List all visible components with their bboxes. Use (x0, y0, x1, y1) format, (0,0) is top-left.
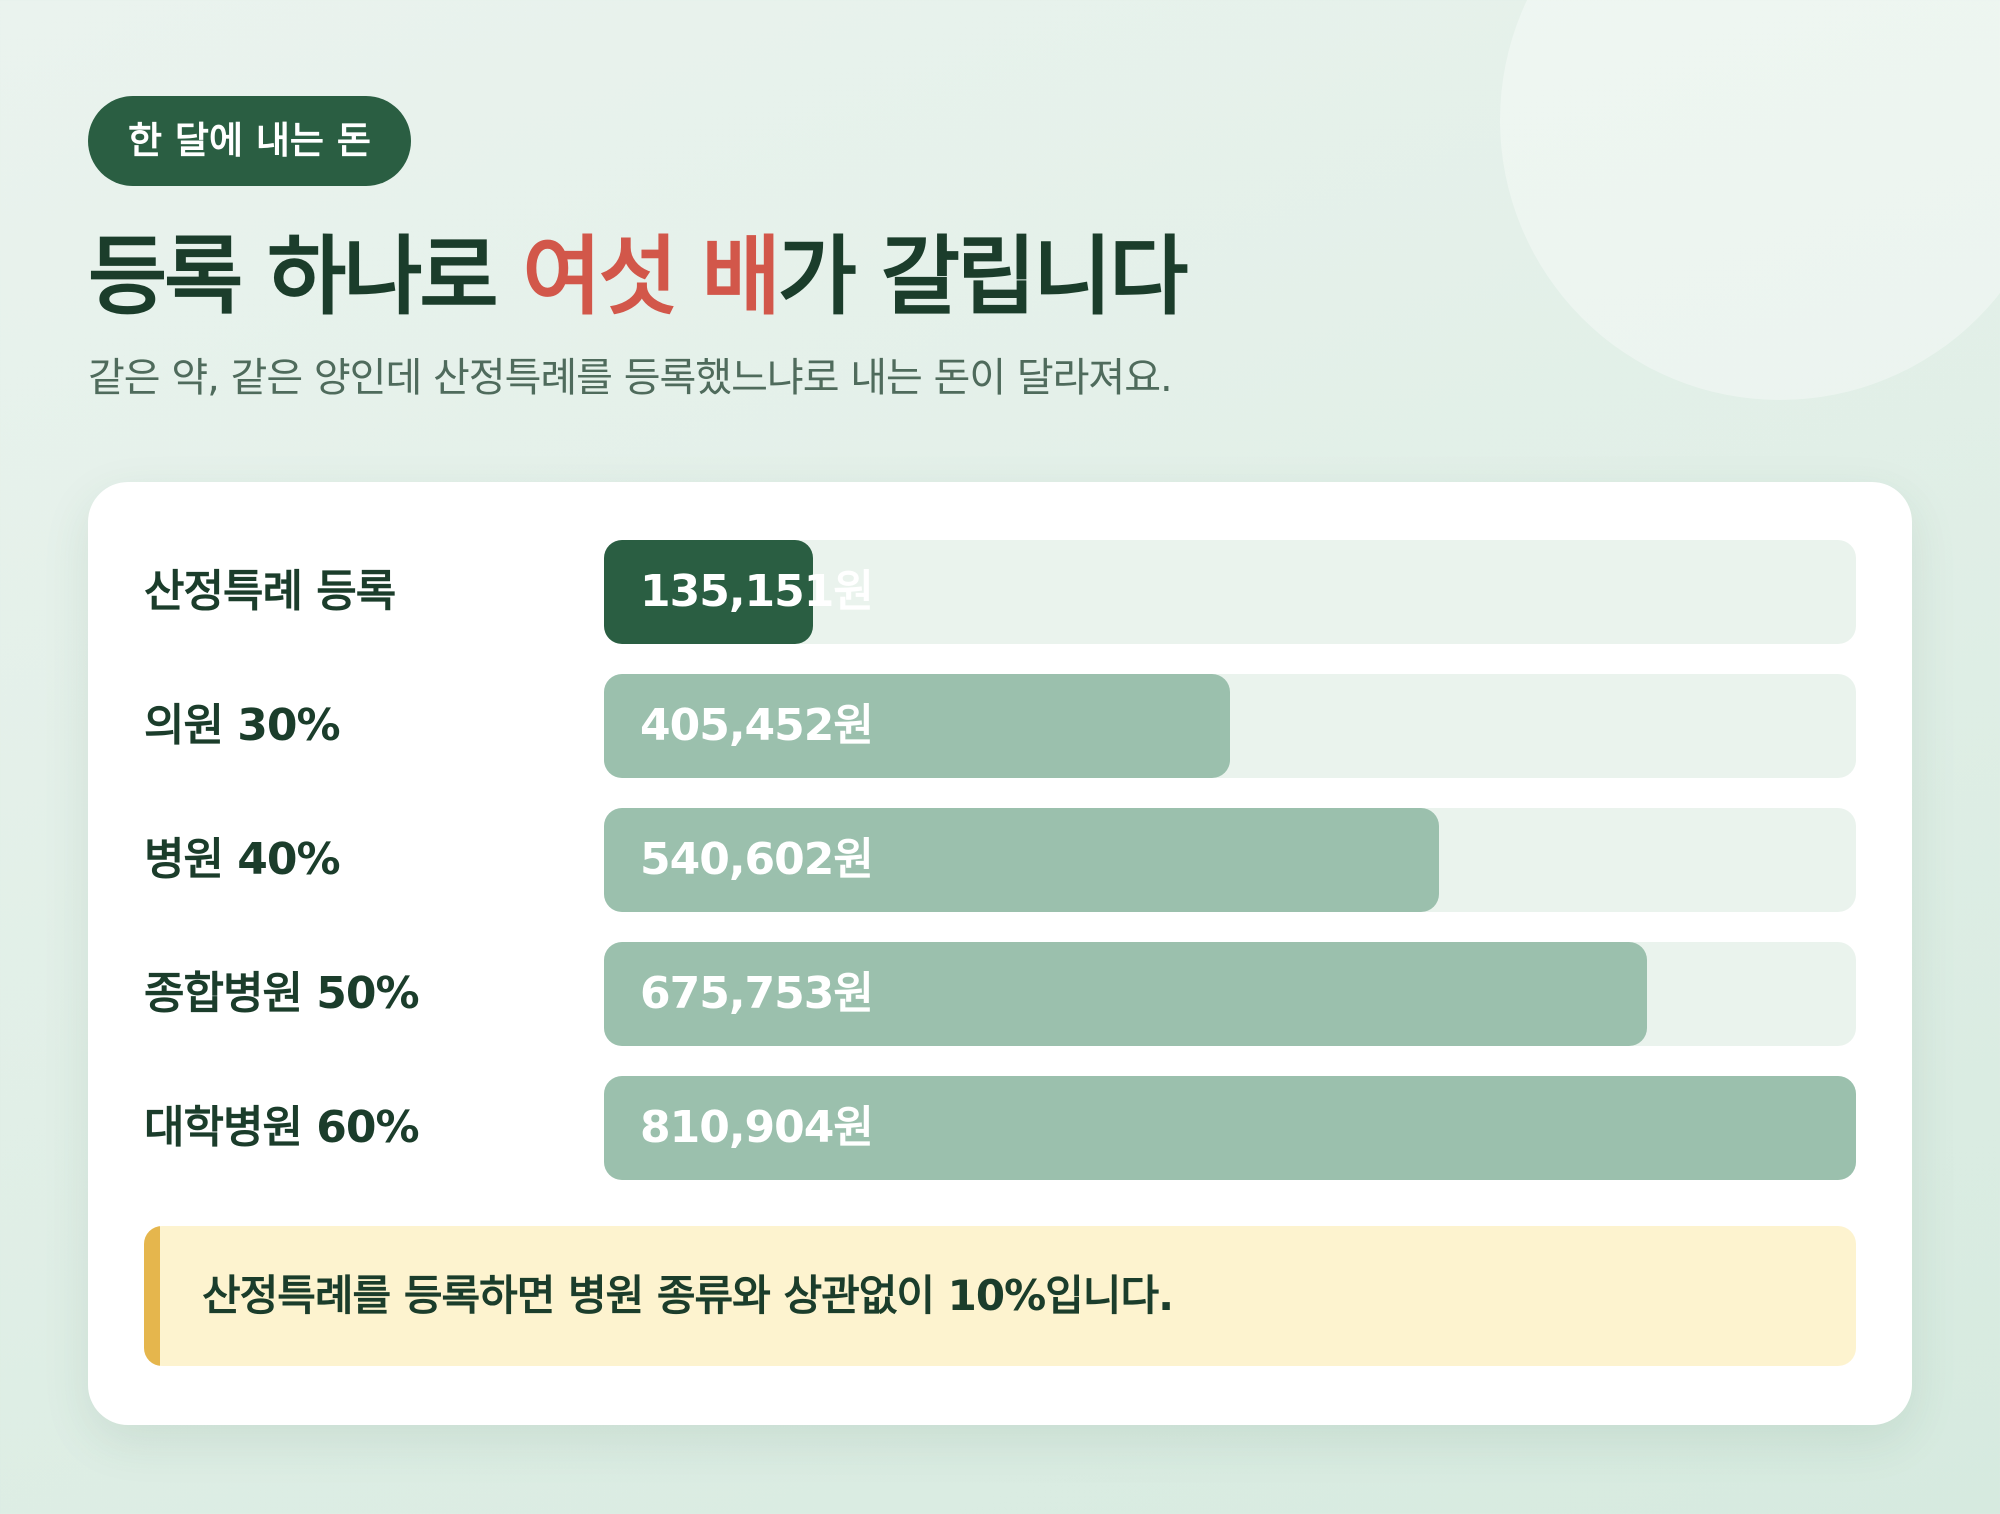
page-title: 등록 하나로 여섯 배가 갈립니다 (88, 222, 1189, 332)
bar-category-label: 대학병원 60% (144, 1102, 420, 1153)
bar-track: 540,602원 (604, 808, 1856, 912)
bar-row: 종합병원 50% 675,753원 (144, 942, 1856, 1046)
bar-value-label: 405,452원 (640, 700, 874, 751)
bar (604, 1076, 1856, 1180)
bar-value-label: 675,753원 (640, 968, 874, 1019)
bar (604, 808, 1439, 912)
bar-row: 의원 30% 405,452원 (144, 674, 1856, 778)
bar-track: 135,151원 (604, 540, 1856, 644)
bar-highlight (604, 540, 813, 644)
bar-track: 405,452원 (604, 674, 1856, 778)
bar-row: 산정특례 등록 135,151원 (144, 540, 1856, 644)
bar-row: 병원 40% 540,602원 (144, 808, 1856, 912)
bar (604, 674, 1230, 778)
bar-category-label: 종합병원 50% (144, 968, 420, 1019)
bar-value-label: 135,151원 (640, 566, 874, 617)
decorative-circle (1500, 0, 2000, 400)
title-suffix: 가 갈립니다 (777, 227, 1189, 327)
note-text: 산정특례를 등록하면 병원 종류와 상관없이 10%입니다. (202, 1271, 1174, 1320)
info-note: 산정특례를 등록하면 병원 종류와 상관없이 10%입니다. (144, 1226, 1856, 1366)
bar-value-label: 810,904원 (640, 1102, 874, 1153)
bar-value-label: 540,602원 (640, 834, 874, 885)
bar-category-label: 의원 30% (144, 700, 341, 751)
bar-category-label: 병원 40% (144, 834, 341, 885)
title-prefix: 등록 하나로 (88, 227, 523, 327)
section-badge: 한 달에 내는 돈 (88, 96, 411, 186)
bar-track: 675,753원 (604, 942, 1856, 1046)
bar-track: 810,904원 (604, 1076, 1856, 1180)
bar-row: 대학병원 60% 810,904원 (144, 1076, 1856, 1180)
bar (604, 942, 1647, 1046)
page-subtitle: 같은 약, 같은 양인데 산정특례를 등록했느냐로 내는 돈이 달라져요. (88, 355, 1173, 401)
bar-category-label: 산정특례 등록 (144, 566, 396, 617)
title-accent: 여섯 배 (522, 227, 780, 327)
note-accent-stripe (144, 1226, 160, 1366)
